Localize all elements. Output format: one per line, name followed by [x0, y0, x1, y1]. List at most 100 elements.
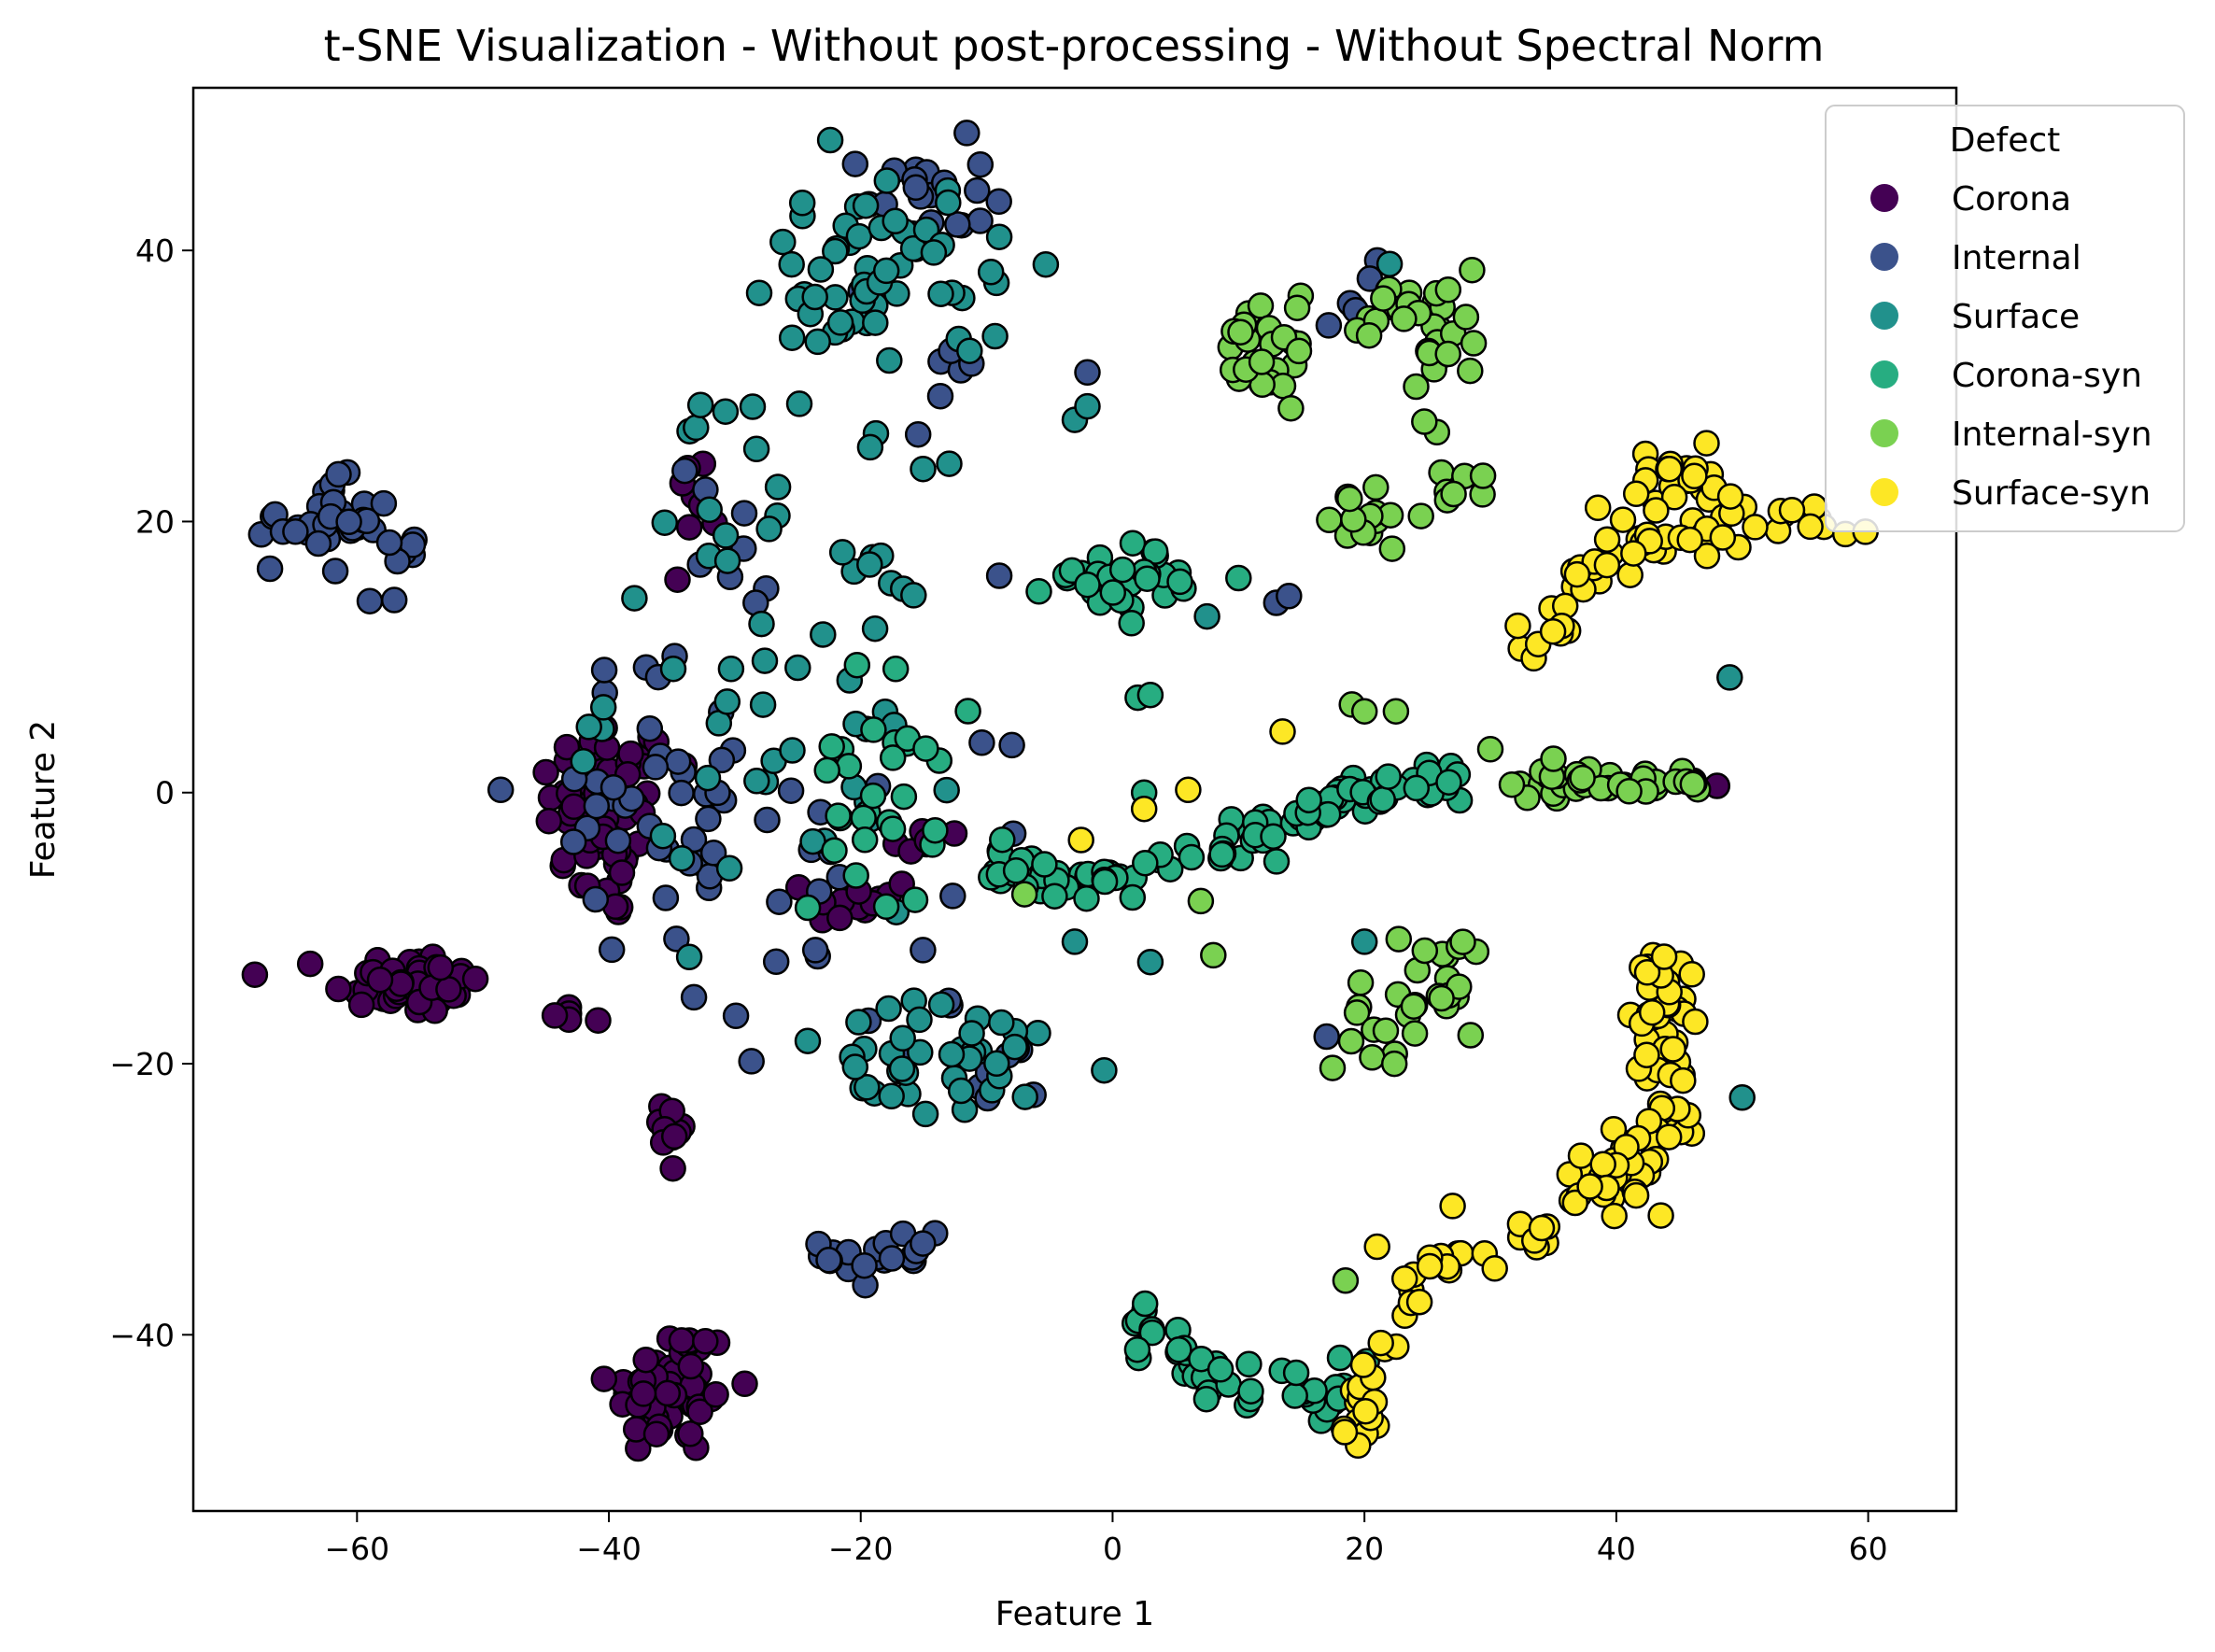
scatter-point	[821, 837, 848, 864]
scatter-point	[1660, 484, 1688, 511]
scatter-point	[325, 975, 352, 1003]
scatter-point	[713, 688, 741, 715]
legend-marker	[1870, 478, 1898, 506]
x-tick-label: −40	[576, 1531, 642, 1567]
scatter-point	[977, 259, 1005, 286]
y-tick-label: −40	[109, 1317, 175, 1353]
scatter-point	[1313, 1023, 1340, 1051]
scatter-point	[583, 792, 611, 820]
scatter-point	[1742, 514, 1769, 541]
scatter-point	[901, 886, 929, 913]
scatter-point	[876, 346, 903, 374]
scatter-point	[1061, 928, 1089, 955]
scatter-point	[652, 884, 680, 911]
legend-label: Surface-syn	[1952, 474, 2151, 513]
scatter-point	[1593, 551, 1621, 579]
scatter-point	[660, 1123, 688, 1151]
scatter-point	[1693, 430, 1720, 457]
scatter-point	[784, 654, 811, 682]
scatter-point	[1682, 1008, 1709, 1036]
scatter-point	[989, 826, 1016, 854]
scatter-point	[608, 859, 636, 886]
scatter-point	[1276, 583, 1303, 610]
scatter-point	[1074, 359, 1101, 387]
scatter-point	[1166, 568, 1193, 596]
y-tick-label: 20	[135, 503, 175, 540]
scatter-point	[1099, 579, 1127, 606]
scatter-point	[1260, 823, 1287, 850]
x-tick-label: 40	[1597, 1531, 1636, 1567]
scatter-point	[712, 522, 740, 549]
scatter-point	[1498, 770, 1526, 798]
scatter-point	[380, 586, 408, 614]
scatter-point	[939, 882, 966, 910]
scatter-point	[1074, 571, 1101, 599]
scatter-point	[1403, 774, 1431, 802]
y-tick-label: 40	[135, 233, 175, 269]
scatter-point	[826, 904, 854, 932]
y-axis: −40 −20 0 20 40	[109, 233, 193, 1353]
scatter-point	[1601, 1202, 1628, 1230]
scatter-point	[1118, 610, 1145, 637]
scatter-point	[850, 804, 877, 832]
scatter-point	[835, 753, 863, 780]
scatter-point	[749, 691, 777, 718]
scatter-point	[1359, 1044, 1386, 1071]
legend-marker	[1870, 243, 1898, 271]
scatter-point	[675, 514, 703, 541]
scatter-point	[1132, 849, 1159, 877]
scatter-point	[1091, 1056, 1118, 1084]
scatter-point	[675, 943, 703, 971]
scatter-point	[1440, 480, 1467, 508]
scatter-point	[860, 716, 887, 743]
scatter-point	[890, 783, 918, 811]
scatter-point	[1010, 881, 1038, 908]
scatter-point	[815, 1247, 842, 1274]
scatter-point	[1620, 540, 1647, 567]
scatter-point	[1561, 1189, 1589, 1217]
scatter-point	[1778, 497, 1806, 524]
scatter-point	[1123, 1335, 1151, 1363]
y-tick-label: 0	[155, 775, 175, 812]
scatter-point	[1227, 318, 1254, 346]
scatter-point	[600, 773, 628, 801]
scatter-point	[1108, 556, 1136, 584]
scatter-point	[731, 1370, 758, 1398]
scatter-point	[743, 768, 770, 795]
scatter-point	[1679, 770, 1707, 798]
legend-marker	[1870, 419, 1898, 447]
scatter-point	[1367, 1329, 1394, 1357]
scatter-point	[888, 1055, 916, 1082]
scatter-point	[1282, 1359, 1310, 1387]
scatter-point	[1390, 305, 1418, 332]
scatter-point	[1326, 1344, 1354, 1372]
scatter-point	[589, 694, 617, 721]
scatter-point	[964, 176, 991, 205]
scatter-point	[878, 1245, 906, 1272]
scatter-point	[1187, 887, 1215, 915]
scatter-point	[335, 508, 362, 536]
scatter-point	[882, 656, 910, 683]
scatter-point	[935, 189, 962, 217]
scatter-point	[1457, 1022, 1485, 1049]
scatter-point	[1385, 925, 1413, 953]
scatter-point	[722, 1002, 750, 1030]
scatter-point	[1285, 337, 1313, 365]
legend-items: Corona Internal Surface Corona-syn Internal-…	[1870, 180, 2152, 513]
scatter-point	[1622, 1181, 1650, 1209]
scatter-point	[906, 1006, 933, 1034]
scatter-point	[785, 390, 813, 417]
x-tick-label: 20	[1345, 1531, 1384, 1567]
scatter-point	[1459, 256, 1486, 284]
scatter-point	[1235, 1350, 1263, 1378]
scatter-point	[1193, 602, 1220, 630]
y-tick-label: −20	[109, 1046, 175, 1082]
scatter-point	[1347, 969, 1375, 996]
scatter-point	[1380, 1050, 1408, 1078]
scatter-point	[1283, 294, 1311, 321]
scatter-point	[958, 1020, 985, 1047]
scatter-point	[842, 862, 869, 889]
scatter-point	[1337, 1027, 1365, 1055]
scatter-point	[1131, 1290, 1159, 1318]
scatter-point	[810, 621, 837, 648]
